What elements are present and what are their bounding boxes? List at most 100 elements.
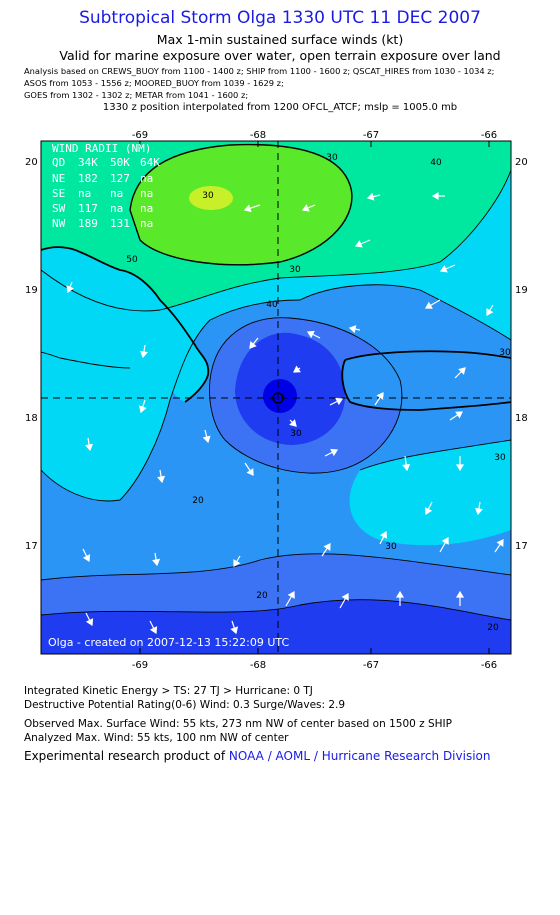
contour-label: 40 [266, 300, 278, 310]
wind-band-50-55 [130, 144, 352, 265]
wind-vector-head [85, 618, 94, 627]
wind-radii-cell: NW [52, 217, 66, 230]
source-line-1: Analysis based on CREWS_BUOY from 1100 -… [24, 66, 495, 76]
wind-radii-cell: 189 [78, 217, 98, 230]
contour-label: 30 [326, 153, 338, 163]
wind-vector-head [152, 558, 161, 567]
land-islet [61, 259, 89, 275]
y-tick-right: 18 [515, 413, 528, 424]
wind-band-30-40-east [349, 440, 511, 546]
wind-vector-head [157, 475, 166, 484]
wind-band-10-15-south [41, 599, 511, 654]
wind-radii-cell: na [78, 187, 91, 200]
map-subtitle: Max 1-min sustained surface winds (kt) [156, 32, 404, 47]
wind-vector-head [486, 308, 494, 317]
wind-vector-head [395, 590, 405, 598]
wind-radii-header: QD [52, 156, 65, 169]
product-prefix: Experimental research product of [24, 749, 229, 763]
wind-vector-head [330, 448, 339, 457]
wind-radii-cell: SE [52, 187, 65, 200]
x-tick-top: -66 [481, 130, 497, 141]
wind-radii-cell: 117 [78, 202, 98, 215]
wind-vector-head [230, 626, 239, 635]
wind-vector-head [289, 419, 297, 427]
wind-radii-cell: 127 [110, 172, 130, 185]
wind-vector-head [439, 265, 448, 273]
wind-vector-head [496, 539, 504, 547]
contour-label: 40 [430, 158, 442, 168]
wind-vector-head [149, 626, 158, 635]
wind-vector-head [66, 285, 74, 294]
wind-vector-head [455, 464, 465, 472]
wind-radii-cell: 131 [110, 217, 130, 230]
x-tick-top: -68 [250, 130, 266, 141]
contour-label: 30 [494, 453, 506, 463]
wind-vector-head [376, 392, 384, 400]
wind-band-lt5-core [263, 379, 297, 413]
wind-band-gt55 [189, 186, 233, 210]
wind-vector-head [249, 341, 257, 349]
contour-label: 30 [290, 429, 302, 439]
wind-radii-cell: NE [52, 172, 65, 185]
center-crosshair [41, 141, 511, 654]
wind-radii-header: 64K [140, 156, 160, 169]
wind-radii-title: WIND RADII (NM) [52, 142, 151, 155]
product-line: Experimental research product of NOAA / … [24, 749, 490, 763]
wind-vector-head [85, 443, 94, 452]
position-line: 1330 z position interpolated from 1200 O… [102, 102, 458, 113]
y-tick-right: 19 [515, 285, 528, 296]
wind-radii-header: 34K [78, 156, 98, 169]
ike-line: Integrated Kinetic Energy > TS: 27 TJ > … [24, 685, 313, 697]
wind-vector-head [379, 530, 388, 539]
wind-vector-head [202, 435, 211, 444]
x-tick-top: -67 [363, 130, 379, 141]
observed-line: Observed Max. Surface Wind: 55 kts, 273 … [24, 718, 452, 730]
wind-vector-head [474, 507, 483, 516]
contour-lines [41, 143, 511, 621]
hrd-link[interactable]: NOAA / AOML / Hurricane Research Divisio… [228, 749, 491, 763]
land-hispaniola [41, 247, 209, 402]
wind-radii-cell: na [110, 187, 123, 200]
wind-vector-head [301, 204, 310, 212]
wind-radii-cell: na [140, 202, 153, 215]
x-tick-bottom: -68 [250, 660, 266, 671]
wind-vector-head [455, 411, 463, 419]
wind-radii-cell: na [140, 187, 153, 200]
wind-vector-head [455, 590, 465, 598]
x-tick-top: -69 [132, 130, 148, 141]
wind-vector-head [424, 301, 433, 309]
wind-vector-head [458, 367, 466, 375]
wind-radii-cell: SW [52, 202, 66, 215]
wind-vector-head [323, 543, 331, 551]
wind-vector-head [246, 468, 254, 476]
wind-vector-head [82, 554, 91, 563]
y-tick-left: 19 [25, 285, 38, 296]
wind-vector-head [293, 365, 301, 373]
x-tick-bottom: -67 [363, 660, 379, 671]
source-line-2: ASOS from 1053 - 1556 z; MOORED_BUOY fro… [24, 78, 284, 88]
wind-vector-head [233, 559, 241, 567]
analyzed-line: Analyzed Max. Wind: 55 kts, 100 nm NW of… [24, 732, 289, 744]
y-tick-left: 20 [25, 157, 38, 168]
wind-vector-head [348, 325, 357, 334]
wind-vector-head [306, 330, 315, 339]
wind-field: 30 40 50 30 40 30 20 30 30 30 20 20 30 [41, 141, 511, 654]
map-title: Subtropical Storm Olga 1330 UTC 11 DEC 2… [79, 8, 481, 28]
x-tick-bottom: -66 [481, 660, 497, 671]
contour-label: 20 [192, 496, 204, 506]
wind-vector-head [424, 507, 433, 516]
storm-center-marker [272, 392, 284, 404]
wind-vector-head [287, 590, 295, 599]
map-credit: Olga - created on 2007-12-13 15:22:09 UT… [48, 636, 289, 649]
wind-radii-cell: na [110, 202, 123, 215]
map-axes: -69 -69 -68 -68 -67 -67 -66 -66 20 20 19 19 18 18 17 17 [25, 130, 528, 671]
wind-vector-head [441, 536, 449, 545]
contour-label: 30 [499, 348, 511, 358]
y-tick-right: 17 [515, 541, 528, 552]
coastlines [41, 246, 511, 411]
x-tick-bottom: -69 [132, 660, 148, 671]
wind-radii-header: 50K [110, 156, 130, 169]
contour-labels: 30 40 50 30 40 30 20 30 30 30 20 20 30 [126, 153, 511, 633]
wind-vector-head [431, 191, 439, 201]
